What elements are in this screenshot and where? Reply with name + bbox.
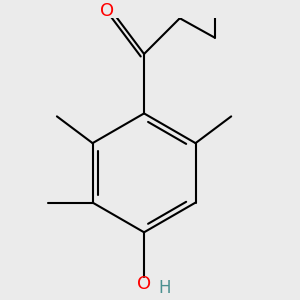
Text: H: H — [159, 279, 171, 297]
Text: O: O — [137, 275, 151, 293]
Text: O: O — [100, 2, 114, 20]
